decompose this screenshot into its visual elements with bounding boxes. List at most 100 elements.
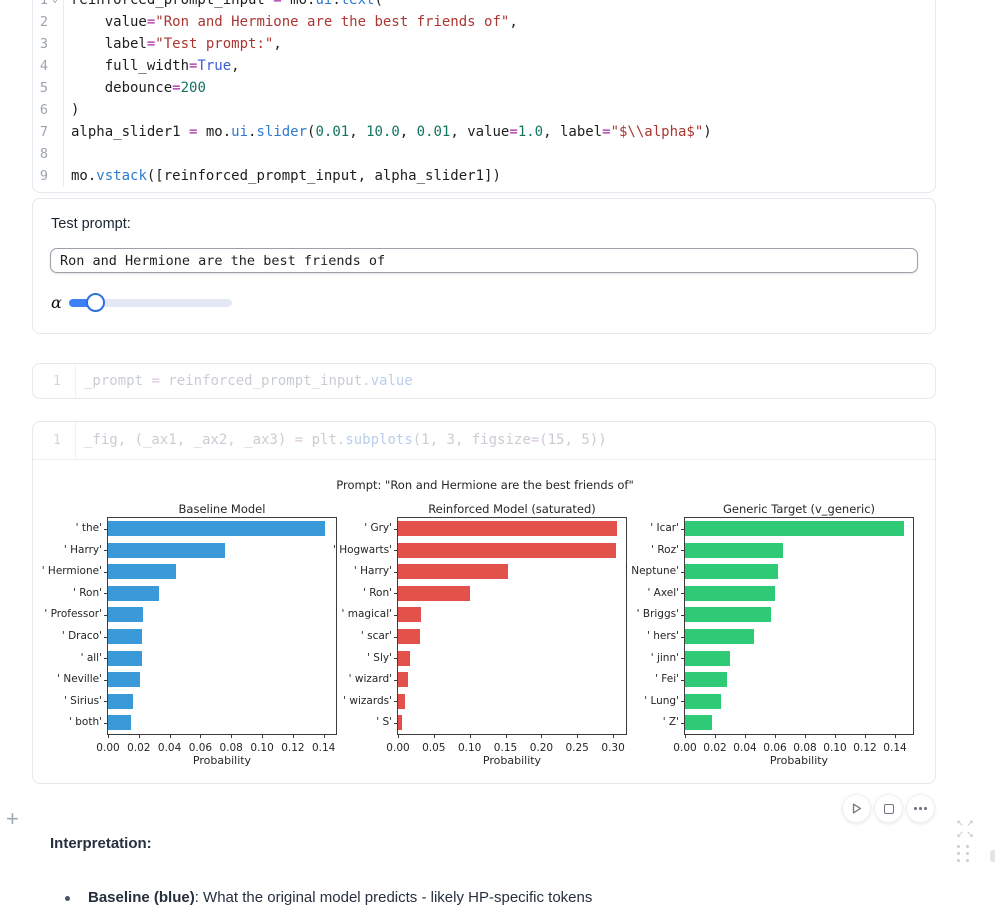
y-tick-mark [681, 701, 685, 703]
code-token: (1, 3, figsize [412, 432, 531, 448]
drag-handle-icon[interactable] [957, 845, 969, 862]
y-tick-mark [104, 571, 108, 573]
subplot-3: Generic Target (v_generic) ' Icar' ' Roz' '… [625, 468, 914, 768]
code-text: ) [63, 99, 79, 121]
code-line[interactable]: 5 debounce=200 [33, 77, 935, 99]
code-token: , value [450, 124, 510, 140]
bar [108, 650, 142, 666]
code-token: ([reinforced_prompt_input, alpha_slider1… [146, 168, 501, 184]
y-tick-label: ' Professor' [44, 608, 102, 621]
x-tick-label: 0.20 [529, 742, 554, 754]
code-line[interactable]: 6) [33, 99, 935, 121]
code-token: = [146, 14, 156, 30]
y-tick-label: ' Ron' [362, 586, 392, 599]
line-number: 5 [39, 80, 48, 96]
y-tick-mark [104, 550, 108, 552]
bar [685, 650, 730, 666]
stop-icon [883, 803, 894, 814]
y-tick-label: ' both' [69, 716, 102, 729]
x-axis-label: Probability [192, 754, 252, 767]
alpha-slider-track[interactable] [69, 293, 232, 312]
code-line[interactable]: 8 [33, 143, 935, 165]
x-tick-mark [323, 734, 325, 738]
code-line[interactable]: 3 label="Test prompt:", [33, 33, 935, 55]
x-tick-label: 0.14 [883, 742, 907, 754]
code-token: reinforced_prompt_input [71, 0, 274, 8]
y-tick-mark [681, 722, 685, 724]
matplotlib-figure: Prompt: "Ron and Hermione are the best f… [42, 468, 920, 768]
expand-arrows-icon[interactable]: ↖ ↗ ↙ ↘ [956, 818, 974, 839]
code-token: , [273, 36, 282, 52]
bar [398, 693, 406, 709]
y-tick-mark [104, 679, 108, 681]
alpha-slider-thumb[interactable] [86, 293, 105, 312]
x-tick-mark [505, 734, 507, 738]
bar [108, 693, 133, 709]
code-token: _fig, (_ax1, _ax2, _ax3) [84, 432, 295, 448]
interpretation-bullet: Baseline (blue): What the original model… [64, 889, 592, 906]
code-token: mo. [281, 0, 316, 8]
code-line[interactable]: 9 mo.vstack([reinforced_prompt_input, alp… [33, 165, 935, 187]
code-token: vstack [96, 168, 147, 184]
x-tick-mark [775, 734, 776, 738]
bar [398, 715, 402, 731]
fold-chevron-icon[interactable]: ⌄ [52, 0, 58, 11]
code-line[interactable]: 1 _fig, (_ax1, _ax2, _ax3) = plt.subplots… [33, 422, 935, 459]
line-number: 9 [39, 168, 48, 184]
x-tick-label: 0.02 [127, 742, 151, 754]
y-tick-mark [394, 614, 398, 616]
x-tick-mark [169, 734, 171, 738]
x-tick-mark [613, 734, 615, 738]
y-tick-mark [681, 550, 685, 552]
x-tick-label: 0.10 [250, 742, 274, 754]
code-token: = [273, 0, 282, 8]
stale-code-cell-prompt[interactable]: 1 _prompt = reinforced_prompt_input.value [32, 363, 936, 399]
code-token: full_width [71, 58, 190, 74]
x-tick-label: 0.10 [823, 742, 847, 754]
x-tick-label: 0.12 [853, 742, 877, 754]
code-line[interactable]: 1 ⌄ reinforced_prompt_input = mo.ui.text( [33, 0, 935, 11]
x-tick-mark [805, 734, 806, 738]
subplot-title: Reinforced Model (saturated) [428, 502, 596, 516]
y-tick-mark [681, 571, 685, 573]
y-tick-label: ' Sirius' [63, 694, 102, 707]
y-tick-mark [394, 550, 398, 552]
bar [685, 693, 721, 709]
y-tick-label: ' Briggs' [636, 608, 679, 621]
subplot-title: Generic Target (v_generic) [723, 502, 875, 516]
code-text: full_width=True, [63, 55, 240, 77]
code-line[interactable]: 4 full_width=True, [33, 55, 935, 77]
x-tick-label: 0.05 [422, 742, 446, 754]
code-line[interactable]: 1 _prompt = reinforced_prompt_input.value [33, 364, 935, 398]
y-tick-label: ' Fei' [655, 673, 679, 686]
code-token: 1.0 [517, 124, 544, 140]
code-line[interactable]: 7 alpha_slider1 = mo.ui.slider(0.01, 10.0… [33, 121, 935, 143]
test-prompt-input[interactable] [50, 248, 918, 273]
more-actions-button[interactable] [907, 795, 934, 822]
code-line[interactable]: 2 value="Ron and Hermione are the best f… [33, 11, 935, 33]
y-tick-mark [681, 614, 685, 616]
subplot-1: Baseline Model ' the' ' Harry' ' Hermione' '… [42, 468, 337, 768]
y-tick-label: ' the' [75, 522, 102, 534]
y-tick-label: ' Harry' [63, 543, 102, 556]
y-tick-label: ' hers' [646, 630, 679, 642]
stop-cell-button[interactable] [875, 795, 902, 822]
editor-lines: 1⌄reinforced_prompt_input = mo.ui.text(2… [33, 0, 935, 187]
run-cell-button[interactable] [843, 795, 870, 822]
plot-area: ' the' ' Harry' ' Hermione' ' Ron' ' Profess… [42, 517, 337, 754]
bar [108, 521, 326, 536]
code-token: , label [543, 124, 603, 140]
code-token: "$\\alpha$" [610, 124, 704, 140]
x-tick-label: 0.25 [565, 742, 589, 754]
bar [685, 564, 778, 580]
y-tick-mark [104, 658, 108, 660]
y-tick-label: ' all' [80, 651, 102, 664]
x-tick-mark [292, 734, 294, 738]
alpha-slider-row: α [51, 291, 351, 317]
test-prompt-label: Test prompt: [51, 216, 131, 232]
code-editor-cell[interactable]: 1⌄reinforced_prompt_input = mo.ui.text(2… [32, 0, 936, 193]
x-tick-label: 0.06 [763, 742, 787, 754]
add-cell-button[interactable]: + [6, 806, 19, 831]
x-tick-mark [577, 734, 579, 738]
x-tick-label: 0.12 [281, 742, 305, 754]
